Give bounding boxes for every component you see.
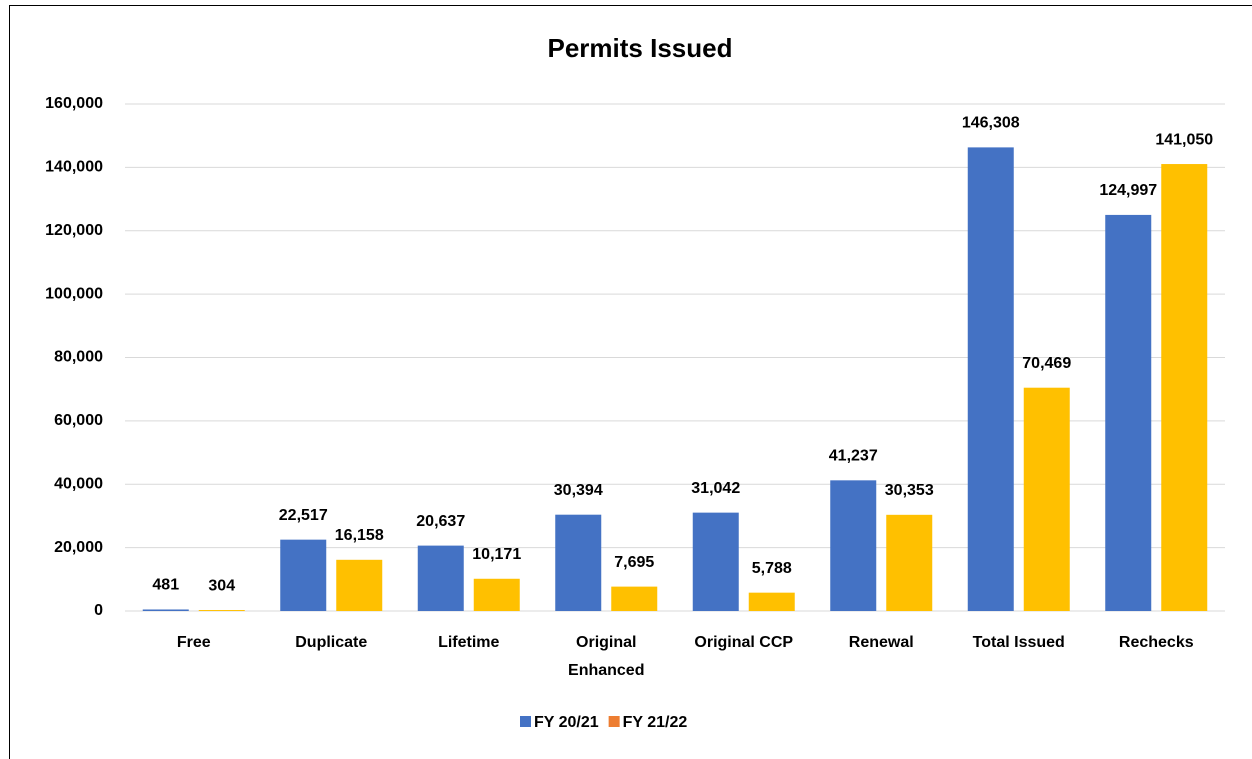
data-label: 10,171	[472, 546, 521, 563]
legend-label: FY 20/21	[534, 714, 599, 731]
bar	[830, 480, 877, 611]
data-label: 70,469	[1022, 355, 1071, 372]
y-tick-label: 60,000	[54, 412, 103, 429]
data-label: 7,695	[614, 554, 654, 571]
y-tick-label: 100,000	[45, 285, 103, 302]
bar	[1105, 214, 1152, 611]
y-tick-label: 80,000	[54, 349, 103, 366]
legend-swatch	[608, 716, 620, 727]
y-tick-label: 140,000	[45, 159, 103, 176]
data-label: 146,308	[962, 115, 1020, 132]
bar	[748, 592, 795, 611]
bar	[967, 147, 1014, 611]
data-label: 481	[152, 577, 179, 594]
chart-title: Permits Issued	[548, 33, 733, 63]
x-tick-label: Rechecks	[1119, 634, 1194, 651]
data-label: 5,788	[752, 560, 792, 577]
bar	[142, 609, 189, 611]
x-tick-label: Total Issued	[973, 634, 1065, 651]
y-tick-label: 160,000	[45, 95, 103, 112]
y-tick-label: 40,000	[54, 475, 103, 492]
x-tick-label: Original Enhanced	[568, 634, 644, 679]
data-label: 41,237	[829, 448, 878, 465]
bar	[336, 559, 383, 611]
bar	[280, 539, 327, 611]
y-tick-label: 0	[94, 602, 103, 619]
legend-swatch	[520, 716, 531, 727]
legend-label: FY 21/22	[623, 714, 688, 731]
data-label: 20,637	[416, 513, 465, 530]
x-tick-label: Duplicate	[295, 634, 367, 651]
data-label: 30,394	[554, 482, 603, 499]
bar	[886, 514, 933, 611]
bar	[692, 512, 739, 611]
data-label: 16,158	[335, 527, 384, 544]
x-tick-label: Free	[177, 634, 211, 651]
bar	[1161, 164, 1208, 612]
bar	[611, 586, 658, 611]
bar	[417, 545, 464, 611]
bar	[198, 610, 245, 611]
data-label: 31,042	[691, 480, 740, 497]
bar	[1023, 387, 1070, 611]
x-tick-label: Lifetime	[438, 634, 499, 651]
x-tick-label: Original CCP	[694, 634, 793, 651]
data-label: 22,517	[279, 507, 328, 524]
bar	[473, 578, 520, 611]
y-tick-label: 120,000	[45, 222, 103, 239]
y-tick-label: 20,000	[54, 539, 103, 556]
x-tick-label: Renewal	[849, 634, 914, 651]
bar	[555, 514, 602, 611]
data-label: 141,050	[1155, 131, 1213, 148]
data-label: 304	[208, 577, 235, 594]
data-label: 124,997	[1099, 182, 1157, 199]
data-label: 30,353	[885, 482, 934, 499]
